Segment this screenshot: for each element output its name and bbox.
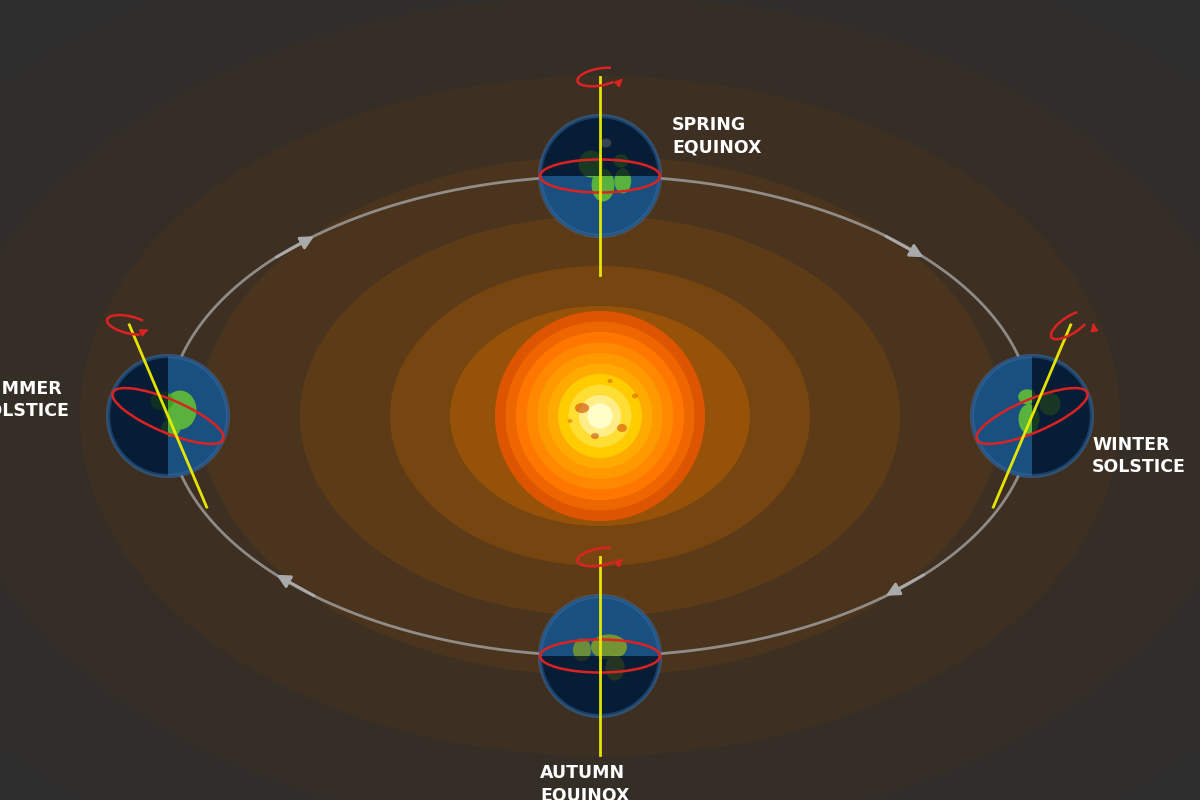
Ellipse shape — [613, 154, 629, 168]
Wedge shape — [540, 116, 660, 176]
Circle shape — [547, 363, 653, 469]
Ellipse shape — [617, 424, 628, 432]
Ellipse shape — [632, 394, 638, 398]
Text: WINTER
SOLSTICE: WINTER SOLSTICE — [1092, 436, 1186, 476]
Ellipse shape — [1039, 393, 1061, 415]
Circle shape — [505, 322, 695, 510]
Circle shape — [588, 403, 613, 429]
Ellipse shape — [161, 419, 180, 436]
Circle shape — [558, 374, 642, 458]
Ellipse shape — [572, 638, 590, 662]
Circle shape — [516, 332, 684, 500]
Circle shape — [108, 356, 228, 476]
Wedge shape — [1032, 356, 1092, 476]
Ellipse shape — [200, 156, 1000, 676]
Circle shape — [527, 342, 673, 490]
Ellipse shape — [450, 306, 750, 526]
Ellipse shape — [151, 391, 174, 410]
Ellipse shape — [590, 634, 626, 659]
Ellipse shape — [578, 150, 604, 178]
Ellipse shape — [614, 168, 631, 194]
Ellipse shape — [80, 76, 1120, 756]
Ellipse shape — [1019, 404, 1039, 434]
Text: SUMMER
SOLSTICE: SUMMER SOLSTICE — [0, 380, 70, 420]
Circle shape — [972, 356, 1092, 476]
Ellipse shape — [568, 419, 572, 423]
Circle shape — [569, 385, 631, 447]
Ellipse shape — [605, 655, 624, 681]
Ellipse shape — [390, 266, 810, 566]
Ellipse shape — [1019, 390, 1037, 404]
Ellipse shape — [575, 403, 589, 413]
Text: SPRING
EQUINOX: SPRING EQUINOX — [672, 116, 761, 156]
Circle shape — [580, 395, 622, 437]
Ellipse shape — [592, 433, 599, 439]
Wedge shape — [540, 656, 660, 716]
Text: AUTUMN
EQUINOX: AUTUMN EQUINOX — [540, 764, 629, 800]
Ellipse shape — [607, 379, 612, 383]
Wedge shape — [108, 356, 168, 476]
Ellipse shape — [163, 390, 197, 430]
Ellipse shape — [601, 138, 612, 147]
Ellipse shape — [592, 169, 614, 202]
Circle shape — [540, 596, 660, 716]
Circle shape — [496, 311, 706, 521]
Ellipse shape — [300, 216, 900, 616]
Circle shape — [538, 353, 662, 479]
Circle shape — [540, 116, 660, 236]
